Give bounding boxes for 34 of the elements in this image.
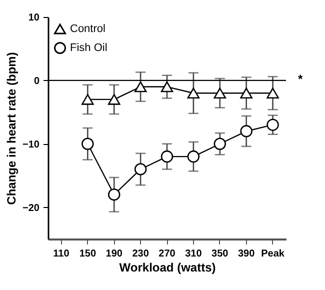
x-axis-title: Workload (watts) [119,260,216,274]
point [240,125,252,138]
point [82,94,94,105]
text: * [298,72,303,86]
point [187,150,200,163]
point [134,81,147,92]
point [214,88,226,99]
x-tick-label: 150 [79,248,96,260]
x-tick-label: 390 [238,248,256,260]
legend-label: Fish Oil [70,42,108,54]
point [134,163,147,176]
x-tick-label: Peak [261,248,285,260]
x-tick-label: 190 [106,248,123,260]
x-tick-label: 350 [212,248,229,260]
x-tick-label: 230 [132,248,150,260]
point [187,88,200,99]
x-tick-label: 310 [185,248,202,260]
point [266,88,279,99]
y-tick-label: 0 [34,76,40,87]
y-tick-label: −20 [22,202,40,214]
y-axis-title: Change in heart rate (bpm) [4,52,19,205]
y-tick-label: −10 [22,139,40,150]
point [240,88,252,99]
point [160,81,174,92]
point [160,150,174,163]
y-tick-label: 10 [28,12,40,24]
point [214,138,226,150]
legend-label: Control [70,23,106,35]
point [266,118,279,131]
x-tick-label: 110 [53,248,70,260]
point [82,138,94,150]
point [108,94,120,105]
x-tick-label: 270 [158,248,176,260]
point [108,188,120,201]
